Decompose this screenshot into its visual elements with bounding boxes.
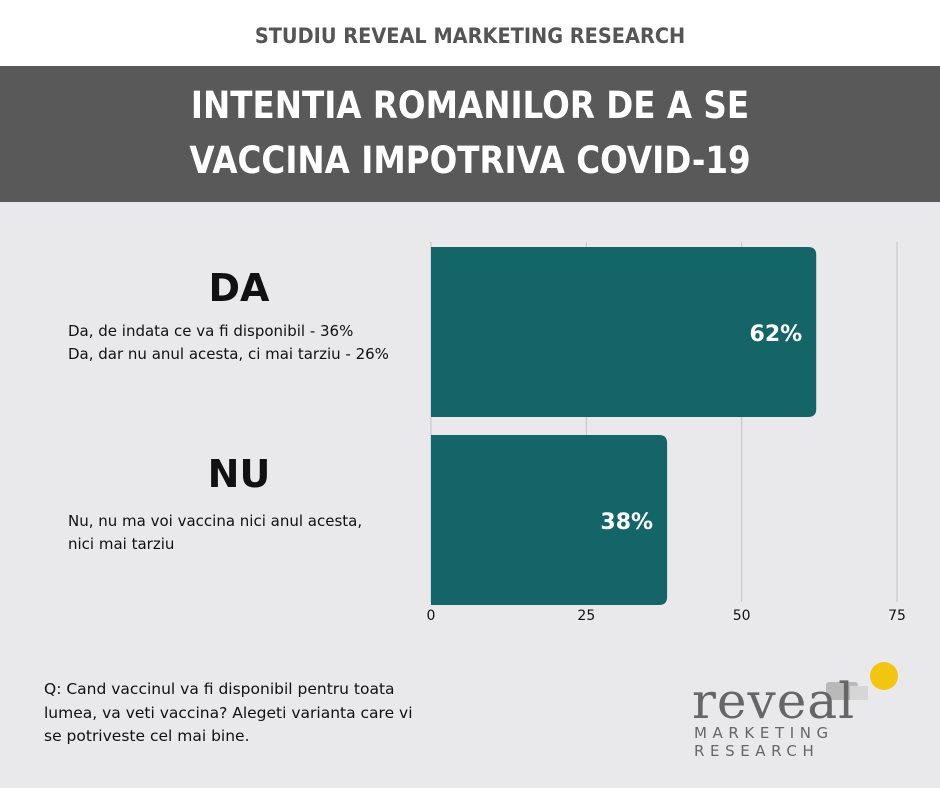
survey-question-line-1: Q: Cand vaccinul va fi disponibil pentru… xyxy=(44,680,395,698)
survey-question-line-2: lumea, va veti vaccina? Alegeti varianta… xyxy=(44,703,413,722)
x-tick-label-25: 25 xyxy=(577,608,595,624)
header-band: STUDIU REVEAL MARKETING RESEARCH xyxy=(0,0,940,66)
bar-nu xyxy=(431,435,668,605)
chart-title-line-2: VACCINA IMPOTRIVA COVID-19 xyxy=(189,139,751,182)
bar-chart: 0 25 50 75 62% 38% xyxy=(427,242,906,624)
data-label-nu: 38% xyxy=(600,510,653,535)
x-tick-label-75: 75 xyxy=(888,608,906,624)
study-title: STUDIU REVEAL MARKETING RESEARCH xyxy=(254,24,686,48)
bar-da xyxy=(431,247,817,417)
title-band: INTENTIA ROMANILOR DE A SE VACCINA IMPOT… xyxy=(0,66,940,202)
category-desc-nu-line-2: nici mai tarziu xyxy=(68,535,175,553)
survey-question: Q: Cand vaccinul va fi disponibil pentru… xyxy=(44,678,474,749)
survey-question-line-3: se potriveste cel mai bine. xyxy=(44,727,250,745)
category-desc-nu-line-1: Nu, nu ma voi vaccina nici anul acesta, xyxy=(68,512,363,530)
x-tick-label-50: 50 xyxy=(733,608,751,624)
category-desc-da-line-1: Da, de indata ce va fi disponibil - 36% xyxy=(68,322,354,340)
logo-subtitle-research: RESEARCH xyxy=(694,742,820,760)
logo-mark-icon xyxy=(826,662,898,700)
x-tick-label-0: 0 xyxy=(427,608,436,624)
category-desc-da: Da, de indata ce va fi disponibil - 36% … xyxy=(68,320,389,366)
chart-title-line-1: INTENTIA ROMANILOR DE A SE xyxy=(190,84,750,127)
category-desc-da-line-2: Da, dar nu anul acesta, ci mai tarziu - … xyxy=(68,345,389,363)
reveal-logo: reveal MARKETING RESEARCH xyxy=(690,660,910,770)
logo-word: reveal xyxy=(692,672,856,730)
data-label-da: 62% xyxy=(750,322,803,347)
logo-subtitle-marketing: MARKETING xyxy=(694,724,834,742)
category-label-da: DA xyxy=(208,266,270,310)
category-desc-nu: Nu, nu ma voi vaccina nici anul acesta, … xyxy=(68,510,362,556)
category-label-nu: NU xyxy=(207,452,271,496)
chart-title: INTENTIA ROMANILOR DE A SE VACCINA IMPOT… xyxy=(56,78,883,188)
